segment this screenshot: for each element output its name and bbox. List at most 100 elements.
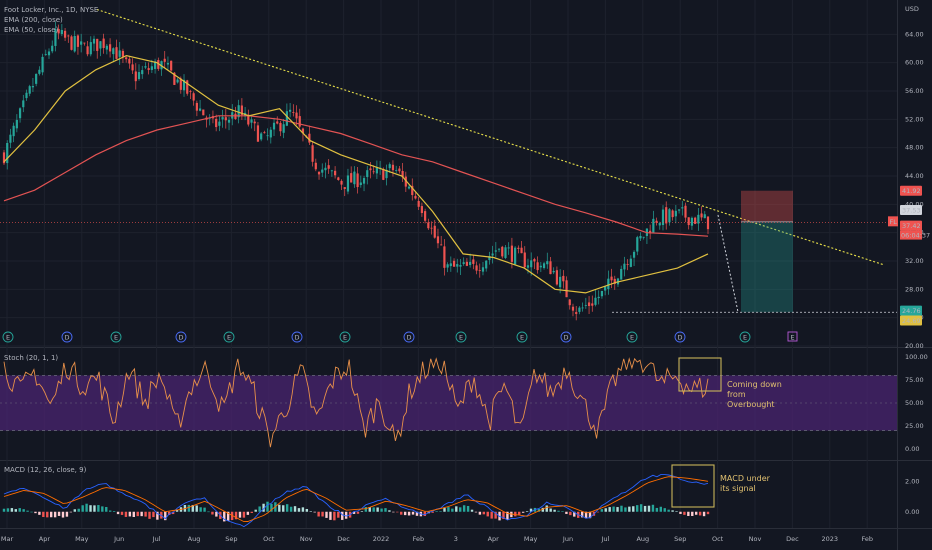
price-candle [25, 92, 28, 99]
macd-histogram-bar [97, 505, 100, 512]
macd-histogram-bar [565, 511, 568, 514]
event-marker-label: E [459, 334, 463, 342]
stoch-y-tick-label: 100.00 [905, 353, 928, 361]
price-candle [533, 259, 536, 262]
macd-histogram-bar [42, 511, 45, 518]
currency-label: USD [905, 5, 919, 13]
x-tick-label: Apr [488, 535, 500, 543]
x-tick-label: Aug [188, 535, 201, 543]
dividend-marker [560, 331, 572, 343]
price-candle [436, 236, 440, 244]
price-candle [292, 112, 295, 113]
price-candle [18, 108, 22, 119]
price-candle [591, 303, 594, 306]
macd-histogram-bar [435, 511, 438, 512]
macd-histogram-bar [156, 511, 159, 520]
macd-histogram-bar [234, 511, 238, 520]
price-candle [266, 135, 269, 137]
price-candle [218, 121, 221, 126]
dividend-marker [674, 331, 686, 343]
macd-histogram-bar [588, 511, 592, 519]
price-candle [308, 133, 311, 143]
macd-legend: MACD (12, 26, close, 9) [4, 466, 87, 474]
price-candle [700, 213, 703, 218]
macd-histogram-bar [148, 511, 151, 519]
price-candle [684, 205, 687, 218]
price-candle [481, 267, 485, 272]
macd-histogram-bar [57, 511, 61, 516]
macd-histogram-bar [604, 508, 607, 512]
macd-histogram-bar [706, 511, 710, 515]
countdown-text: 06:04:37 [901, 232, 930, 240]
macd-histogram-bar [675, 511, 678, 512]
macd-histogram-bar [305, 508, 309, 512]
price-candle [9, 134, 12, 143]
price-candle [334, 170, 337, 176]
earnings-marker [739, 331, 751, 343]
price-candle [703, 214, 706, 219]
macd-histogram-bar [85, 503, 88, 512]
x-tick-label: Jun [113, 535, 124, 543]
price-candle [546, 261, 549, 265]
target-zone [741, 221, 793, 313]
macd-histogram-bar [187, 504, 191, 512]
macd-histogram-bar [297, 508, 301, 512]
macd-histogram-bar [687, 511, 690, 516]
earnings-marker [223, 331, 235, 343]
macd-histogram-bar [81, 505, 84, 512]
ema200-line [3, 115, 709, 237]
x-tick-label: Mar [1, 535, 14, 543]
macd-histogram-bar [683, 511, 686, 515]
macd-histogram-bar [695, 511, 698, 515]
macd-highlight-box [671, 464, 715, 508]
macd-histogram-bar [482, 511, 486, 515]
x-tick-label: Dec [786, 535, 799, 543]
macd-histogram-bar [557, 510, 560, 512]
price-candle [671, 210, 674, 218]
x-tick-label: May [524, 535, 538, 543]
macd-histogram-bar [388, 510, 391, 512]
macd-histogram-bar [77, 508, 80, 512]
price-candle [198, 108, 202, 111]
macd-histogram-bar [451, 508, 454, 512]
macd-histogram-bar [321, 511, 324, 517]
x-tick-label: Aug [636, 535, 649, 543]
macd-histogram-bar [164, 511, 167, 521]
macd-pane [2, 464, 715, 528]
price-candle [542, 263, 546, 269]
y-tick-label: 44.00 [905, 172, 924, 180]
price-candle [340, 180, 343, 185]
macd-histogram-bar [46, 511, 49, 518]
price-candle [247, 114, 250, 125]
macd-histogram-bar [53, 511, 57, 518]
price-candle [67, 35, 70, 37]
price-candle [600, 290, 604, 297]
price-candle [549, 261, 552, 275]
price-candle [157, 60, 160, 69]
dividend-marker [403, 331, 415, 343]
macd-histogram-bar [486, 511, 489, 517]
macd-histogram-bar [175, 509, 179, 512]
stoch-line [3, 357, 709, 448]
macd-histogram-bar [553, 509, 556, 512]
price-candle [620, 268, 623, 280]
price-candle [568, 299, 571, 306]
price-candle [501, 246, 504, 257]
macd-histogram-bar [254, 509, 257, 512]
price-candle [401, 170, 404, 178]
price-candle [584, 305, 587, 306]
price-candle [105, 45, 108, 50]
x-tick-label: May [75, 535, 89, 543]
price-candle [639, 235, 642, 239]
price-candle [497, 248, 501, 250]
macd-histogram-bar [636, 505, 639, 512]
macd-histogram-bar [580, 511, 584, 518]
macd-histogram-bar [289, 506, 293, 512]
earnings-marker [455, 331, 467, 343]
macd-histogram-bar [474, 511, 478, 513]
macd-histogram-bar [132, 511, 135, 518]
price-candle [221, 117, 224, 120]
macd-histogram-bar [144, 511, 147, 517]
macd-histogram-bar [541, 507, 545, 512]
